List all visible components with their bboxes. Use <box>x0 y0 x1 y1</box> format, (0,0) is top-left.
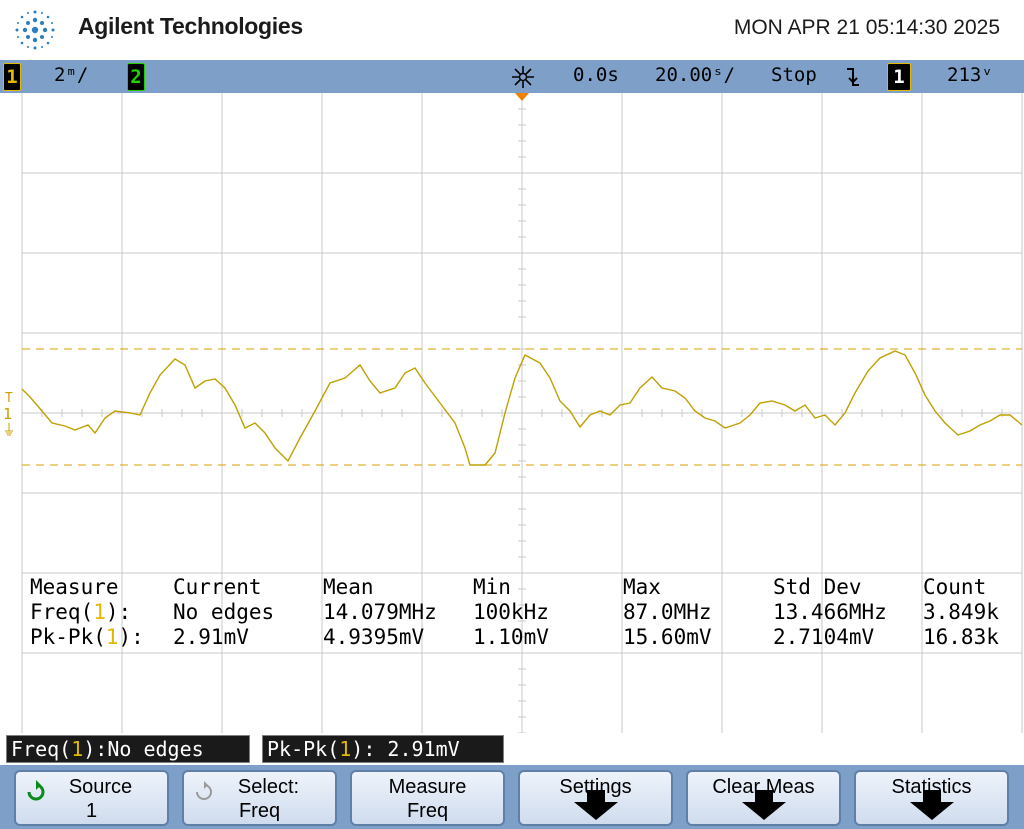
source-softkey[interactable]: Source 1 <box>14 770 169 826</box>
header-std-dev: Std Dev <box>773 575 862 599</box>
header: Agilent Technologies MON APR 21 05:14:30… <box>0 0 1024 60</box>
measure-softkey-label: Measure <box>388 776 467 798</box>
brand-name: Agilent Technologies <box>78 13 303 39</box>
pkpk-readout: Pk-Pk(1): 2.91mV <box>262 735 504 763</box>
header-count: Count <box>923 575 987 599</box>
run-state: Stop <box>771 64 817 86</box>
trigger-position-marker[interactable] <box>515 93 529 101</box>
freq-max: 87.0MHz <box>623 600 712 624</box>
trigger-source[interactable]: 1 <box>887 63 911 91</box>
pkpk-count: 16.83k <box>923 625 999 649</box>
freq-count: 3.849k <box>923 600 999 624</box>
trigger-level: 213ᵛ <box>947 64 993 86</box>
pkpk-mean: 4.9395mV <box>323 625 425 649</box>
channel-1-trace <box>21 350 1023 466</box>
submenu-arrow-icon <box>741 790 786 820</box>
statistics-softkey-label: Statistics <box>891 776 972 798</box>
measure-softkey[interactable]: Measure Freq <box>350 770 505 826</box>
horizontal-delay: 0.0s <box>573 64 619 86</box>
select-softkey-label: Select: <box>237 776 300 798</box>
clear-meas-softkey[interactable]: Clear Meas <box>686 770 841 826</box>
freq-min: 100kHz <box>473 600 549 624</box>
source-softkey-label: Source <box>68 776 133 798</box>
pkpk-std-dev: 2.7104mV <box>773 625 875 649</box>
submenu-arrow-icon <box>909 790 954 820</box>
agilent-spark-icon <box>15 10 55 50</box>
channel-2-indicator[interactable]: 2 <box>127 63 145 91</box>
trigger-level-marker[interactable]: T <box>5 391 13 406</box>
freq-readout: Freq(1):No edges <box>6 735 250 763</box>
rotate-knob-icon <box>196 781 212 800</box>
softkey-bar: Source 1 Select: Freq Measure Freq Setti… <box>0 765 1024 829</box>
statistics-softkey[interactable]: Statistics <box>854 770 1009 826</box>
settings-softkey-label: Settings <box>559 776 632 798</box>
row-pkpk-label: Pk-Pk(1): <box>30 625 144 649</box>
submenu-arrow-icon <box>573 790 618 820</box>
settings-softkey[interactable]: Settings <box>518 770 673 826</box>
header-min: Min <box>473 575 511 599</box>
header-current: Current <box>173 575 262 599</box>
header-max: Max <box>623 575 661 599</box>
status-bar: 1 2ᵐ/ 2 0.0s 20.00ˢ/ Stop 1 213ᵛ <box>0 60 1024 93</box>
source-softkey-value: 1 <box>85 800 98 822</box>
time-reference-icon <box>512 66 534 88</box>
freq-current: No edges <box>173 600 275 624</box>
clear-meas-softkey-label: Clear Meas <box>712 776 815 798</box>
header-mean: Mean <box>323 575 374 599</box>
timebase-scale: 20.00ˢ/ <box>655 64 736 86</box>
freq-mean: 14.079MHz <box>323 600 437 624</box>
pkpk-min: 1.10mV <box>473 625 549 649</box>
freq-std-dev: 13.466MHz <box>773 600 887 624</box>
graticule: T 1 <box>3 93 1023 733</box>
channel-1-scale: 2ᵐ/ <box>54 64 89 86</box>
select-softkey-value: Freq <box>238 800 281 822</box>
rotate-knob-icon <box>27 780 45 801</box>
row-freq-label: Freq(1): <box>30 600 132 624</box>
measure-softkey-value: Freq <box>406 800 449 822</box>
date-time: MON APR 21 05:14:30 2025 <box>733 16 1000 39</box>
ground-icon <box>5 423 13 436</box>
waveform-display[interactable]: T 1 <box>0 93 1024 733</box>
measurement-statistics-table: Measure Current Mean Min Max Std Dev Cou… <box>22 575 1022 655</box>
pkpk-current: 2.91mV <box>173 625 249 649</box>
pkpk-max: 15.60mV <box>623 625 712 649</box>
falling-edge-icon <box>847 68 859 86</box>
header-measure: Measure <box>30 575 119 599</box>
channel-1-ground-marker[interactable]: 1 <box>3 405 12 423</box>
select-softkey[interactable]: Select: Freq <box>182 770 337 826</box>
channel-1-indicator[interactable]: 1 <box>3 63 21 91</box>
